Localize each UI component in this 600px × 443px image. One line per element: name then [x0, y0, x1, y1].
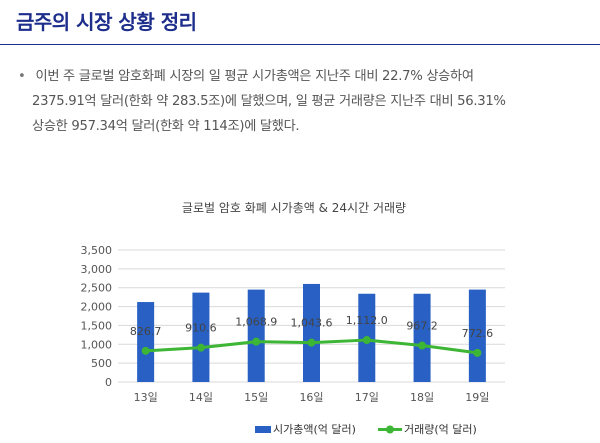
x-tick-label: 18일 — [410, 390, 434, 404]
summary-text-1: 이번 주 글로벌 암호화폐 시장의 일 평균 시가총액은 지난주 대비 22.7… — [35, 69, 474, 84]
x-tick-label: 15일 — [244, 390, 268, 404]
bar-market-cap — [468, 289, 486, 382]
y-tick-label: 1,500 — [81, 319, 113, 332]
x-tick-label: 19일 — [465, 390, 489, 404]
data-label-volume: 826.7 — [130, 325, 162, 338]
title-divider — [0, 44, 600, 45]
bullet-icon: • — [18, 69, 26, 84]
x-tick-label: 14일 — [189, 390, 213, 404]
bar-market-cap — [303, 283, 320, 382]
chart-title: 글로벌 암호 화폐 시가총액 & 24시간 거래량 — [182, 201, 406, 215]
point-volume — [141, 346, 150, 355]
legend-line-label: 거래량(억 달러) — [404, 423, 477, 436]
data-label-volume: 910.6 — [185, 322, 217, 335]
y-tick-label: 1,000 — [81, 338, 113, 351]
bar-market-cap — [192, 292, 210, 382]
y-tick-label: 500 — [91, 357, 112, 370]
page-title: 금주의 시장 상황 정리 — [16, 10, 197, 34]
bar-market-cap — [413, 293, 431, 382]
data-label-volume: 772.6 — [462, 327, 494, 340]
point-volume — [418, 341, 427, 350]
point-volume — [473, 348, 482, 357]
legend-line-marker — [386, 425, 394, 434]
y-tick-label: 0 — [105, 376, 112, 389]
summary-line-3: 상승한 957.34억 달러(한화 약 114조)에 달했다. — [32, 119, 300, 134]
x-tick-label: 13일 — [134, 390, 158, 404]
y-tick-label: 3,500 — [81, 244, 113, 257]
bar-market-cap — [137, 302, 155, 382]
legend-bar-label: 시가총액(억 달러) — [273, 423, 356, 436]
y-tick-label: 3,000 — [81, 263, 113, 276]
legend-bar-swatch — [255, 426, 271, 433]
y-tick-label: 2,000 — [81, 301, 113, 314]
bar-market-cap — [247, 289, 265, 382]
summary-paragraph: • 이번 주 글로벌 암호화폐 시장의 일 평균 시가총액은 지난주 대비 22.… — [18, 64, 593, 139]
data-label-volume: 1,068.9 — [235, 316, 277, 329]
x-tick-label: 16일 — [299, 390, 323, 404]
point-volume — [196, 343, 205, 352]
x-tick-label: 17일 — [355, 390, 379, 404]
point-volume — [307, 338, 316, 347]
y-tick-label: 2,500 — [81, 282, 113, 295]
summary-line-2: 2375.91억 달러(한화 약 283.5조)에 달했으며, 일 평균 거래량… — [32, 94, 506, 109]
summary-line-1: • 이번 주 글로벌 암호화폐 시장의 일 평균 시가총액은 지난주 대비 22.… — [18, 64, 593, 89]
point-volume — [252, 337, 261, 346]
data-label-volume: 1,043.6 — [291, 317, 333, 330]
data-label-volume: 1,112.0 — [346, 314, 388, 327]
point-volume — [362, 336, 371, 345]
data-label-volume: 967.2 — [406, 320, 438, 333]
